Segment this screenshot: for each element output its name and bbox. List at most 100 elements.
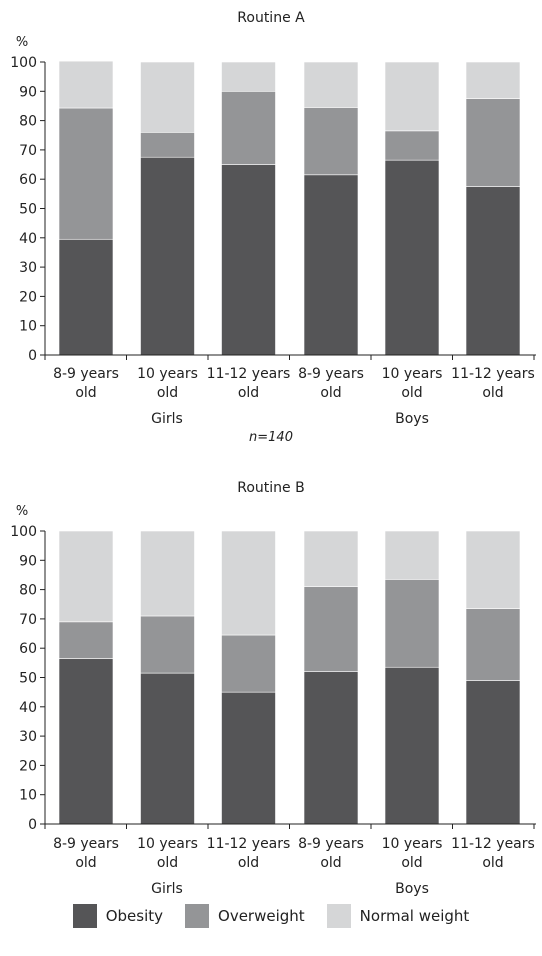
legend-item-overweight: Overweight xyxy=(185,904,305,928)
chart-1-bar-overweight xyxy=(140,132,195,158)
chart-1-bar-overweight xyxy=(384,130,440,161)
chart-1-bar-normal-weight xyxy=(140,61,195,133)
chart-2-title: Routine B xyxy=(237,480,304,496)
chart-1-bar-obesity xyxy=(58,238,114,356)
chart-2-bar-obesity xyxy=(221,691,276,825)
chart-2-y-label: % xyxy=(16,504,28,519)
chart-1-y-tick-label: 20 xyxy=(19,289,37,305)
chart-1-category-label: old xyxy=(482,385,503,401)
chart-1-bar-obesity xyxy=(221,164,276,356)
legend-label-obesity: Obesity xyxy=(105,907,164,925)
chart-1-bar-obesity xyxy=(465,186,521,356)
chart-1-sample-size-note: n=140 xyxy=(249,430,293,445)
chart-2-bar-overweight xyxy=(303,586,359,672)
chart-1-category-label: 11-12 years xyxy=(451,366,535,382)
chart-2-category-label: old xyxy=(157,855,178,871)
chart-2-bar-normal-weight xyxy=(140,530,195,617)
chart-2-bar-obesity xyxy=(140,672,195,825)
chart-2-bar-obesity xyxy=(303,671,359,825)
chart-1-category-label: old xyxy=(157,385,178,401)
chart-2-category-label: old xyxy=(401,855,422,871)
chart-2-bar-obesity xyxy=(465,680,521,825)
chart-1-bar-overweight xyxy=(465,98,521,187)
chart-2-category-label: old xyxy=(482,855,503,871)
chart-1-y-tick-label: 90 xyxy=(19,84,37,100)
chart-1-category-label: 10 years xyxy=(137,366,198,382)
chart-2-group-label-boys: Boys xyxy=(395,881,429,897)
legend: Obesity Overweight Normal weight xyxy=(0,904,542,928)
chart-1-bar-normal-weight xyxy=(58,60,114,109)
legend-label-normal-weight: Normal weight xyxy=(359,907,470,925)
legend-item-obesity: Obesity xyxy=(72,904,164,928)
chart-2-bar-overweight xyxy=(384,579,440,668)
chart-1-category-label: old xyxy=(401,385,422,401)
chart-1-y-tick-label: 0 xyxy=(28,348,37,364)
chart-1-bar-overweight xyxy=(221,91,276,165)
chart-2-y-tick-label: 0 xyxy=(28,817,37,833)
chart-2-y-tick-label: 40 xyxy=(19,700,37,716)
chart-2-y-tick-label: 50 xyxy=(19,671,37,687)
chart-2-bar-normal-weight xyxy=(221,530,276,636)
legend-swatch-normal-weight xyxy=(326,904,351,928)
chart-1-group-label-girls: Girls xyxy=(151,411,183,427)
chart-1-bar-normal-weight xyxy=(303,61,359,108)
chart-2-bar-overweight xyxy=(221,634,276,693)
chart-2-category-label: old xyxy=(75,855,96,871)
chart-2-bar-overweight xyxy=(465,608,521,681)
chart-2-bar-normal-weight xyxy=(384,530,440,580)
chart-1-y-label: % xyxy=(16,35,28,50)
chart-1-bar-normal-weight xyxy=(465,61,521,99)
legend-swatch-obesity xyxy=(72,904,97,928)
chart-1-category-label: old xyxy=(238,385,259,401)
chart-1-y-tick-label: 10 xyxy=(19,319,37,335)
chart-2-category-label: old xyxy=(238,855,259,871)
chart-1-title: Routine A xyxy=(237,10,305,26)
chart-1-bar-overweight xyxy=(58,107,114,240)
chart-2-y-tick-label: 60 xyxy=(19,641,37,657)
chart-2-category-label: 11-12 years xyxy=(207,836,291,852)
chart-1-group-label-boys: Boys xyxy=(395,411,429,427)
chart-1-bar-obesity xyxy=(140,156,195,356)
chart-2-bar-obesity xyxy=(384,666,440,825)
chart-1-bar-obesity xyxy=(384,159,440,356)
chart-1-y-tick-label: 60 xyxy=(19,172,37,188)
chart-2-group-label-girls: Girls xyxy=(151,881,183,897)
chart-2-y-tick-label: 90 xyxy=(19,553,37,569)
chart-1-bar-overweight xyxy=(303,107,359,176)
chart-1-category-label: old xyxy=(75,385,96,401)
chart-2-bar-normal-weight xyxy=(58,530,114,623)
chart-2-y-tick-label: 30 xyxy=(19,729,37,745)
chart-2-category-label: 10 years xyxy=(382,836,443,852)
legend-label-overweight: Overweight xyxy=(218,907,305,925)
chart-1-bar-normal-weight xyxy=(384,61,440,132)
chart-2-bar-normal-weight xyxy=(303,530,359,587)
chart-1-y-tick-label: 50 xyxy=(19,202,37,218)
chart-2-category-label: 8-9 years xyxy=(298,836,364,852)
chart-2-y-tick-label: 20 xyxy=(19,758,37,774)
chart-2-category-label: 8-9 years xyxy=(53,836,119,852)
chart-1-bar-obesity xyxy=(303,174,359,356)
chart-1-y-tick-label: 30 xyxy=(19,260,37,276)
chart-2-bar-overweight xyxy=(58,621,114,659)
chart-2-bar-normal-weight xyxy=(465,530,521,609)
chart-1-y-tick-label: 70 xyxy=(19,143,37,159)
legend-swatch-overweight xyxy=(185,904,210,928)
chart-1-category-label: 8-9 years xyxy=(53,366,119,382)
chart-1-bar-normal-weight xyxy=(221,61,276,92)
chart-2-category-label: old xyxy=(320,855,341,871)
chart-2-y-tick-label: 10 xyxy=(19,788,37,804)
legend-item-normal-weight: Normal weight xyxy=(326,904,470,928)
chart-2-y-tick-label: 80 xyxy=(19,583,37,599)
chart-2-sample-size-note: n=179 xyxy=(249,899,293,900)
chart-2-y-tick-label: 70 xyxy=(19,612,37,628)
chart-1-category-label: old xyxy=(320,385,341,401)
chart-1-category-label: 10 years xyxy=(382,366,443,382)
chart-2-category-label: 11-12 years xyxy=(451,836,535,852)
chart-1-y-tick-label: 80 xyxy=(19,114,37,130)
chart-1-category-label: 8-9 years xyxy=(298,366,364,382)
chart-2-category-label: 10 years xyxy=(137,836,198,852)
chart-2-y-tick-label: 100 xyxy=(10,524,37,540)
chart-1-y-tick-label: 40 xyxy=(19,231,37,247)
chart-1-y-tick-label: 100 xyxy=(10,55,37,71)
